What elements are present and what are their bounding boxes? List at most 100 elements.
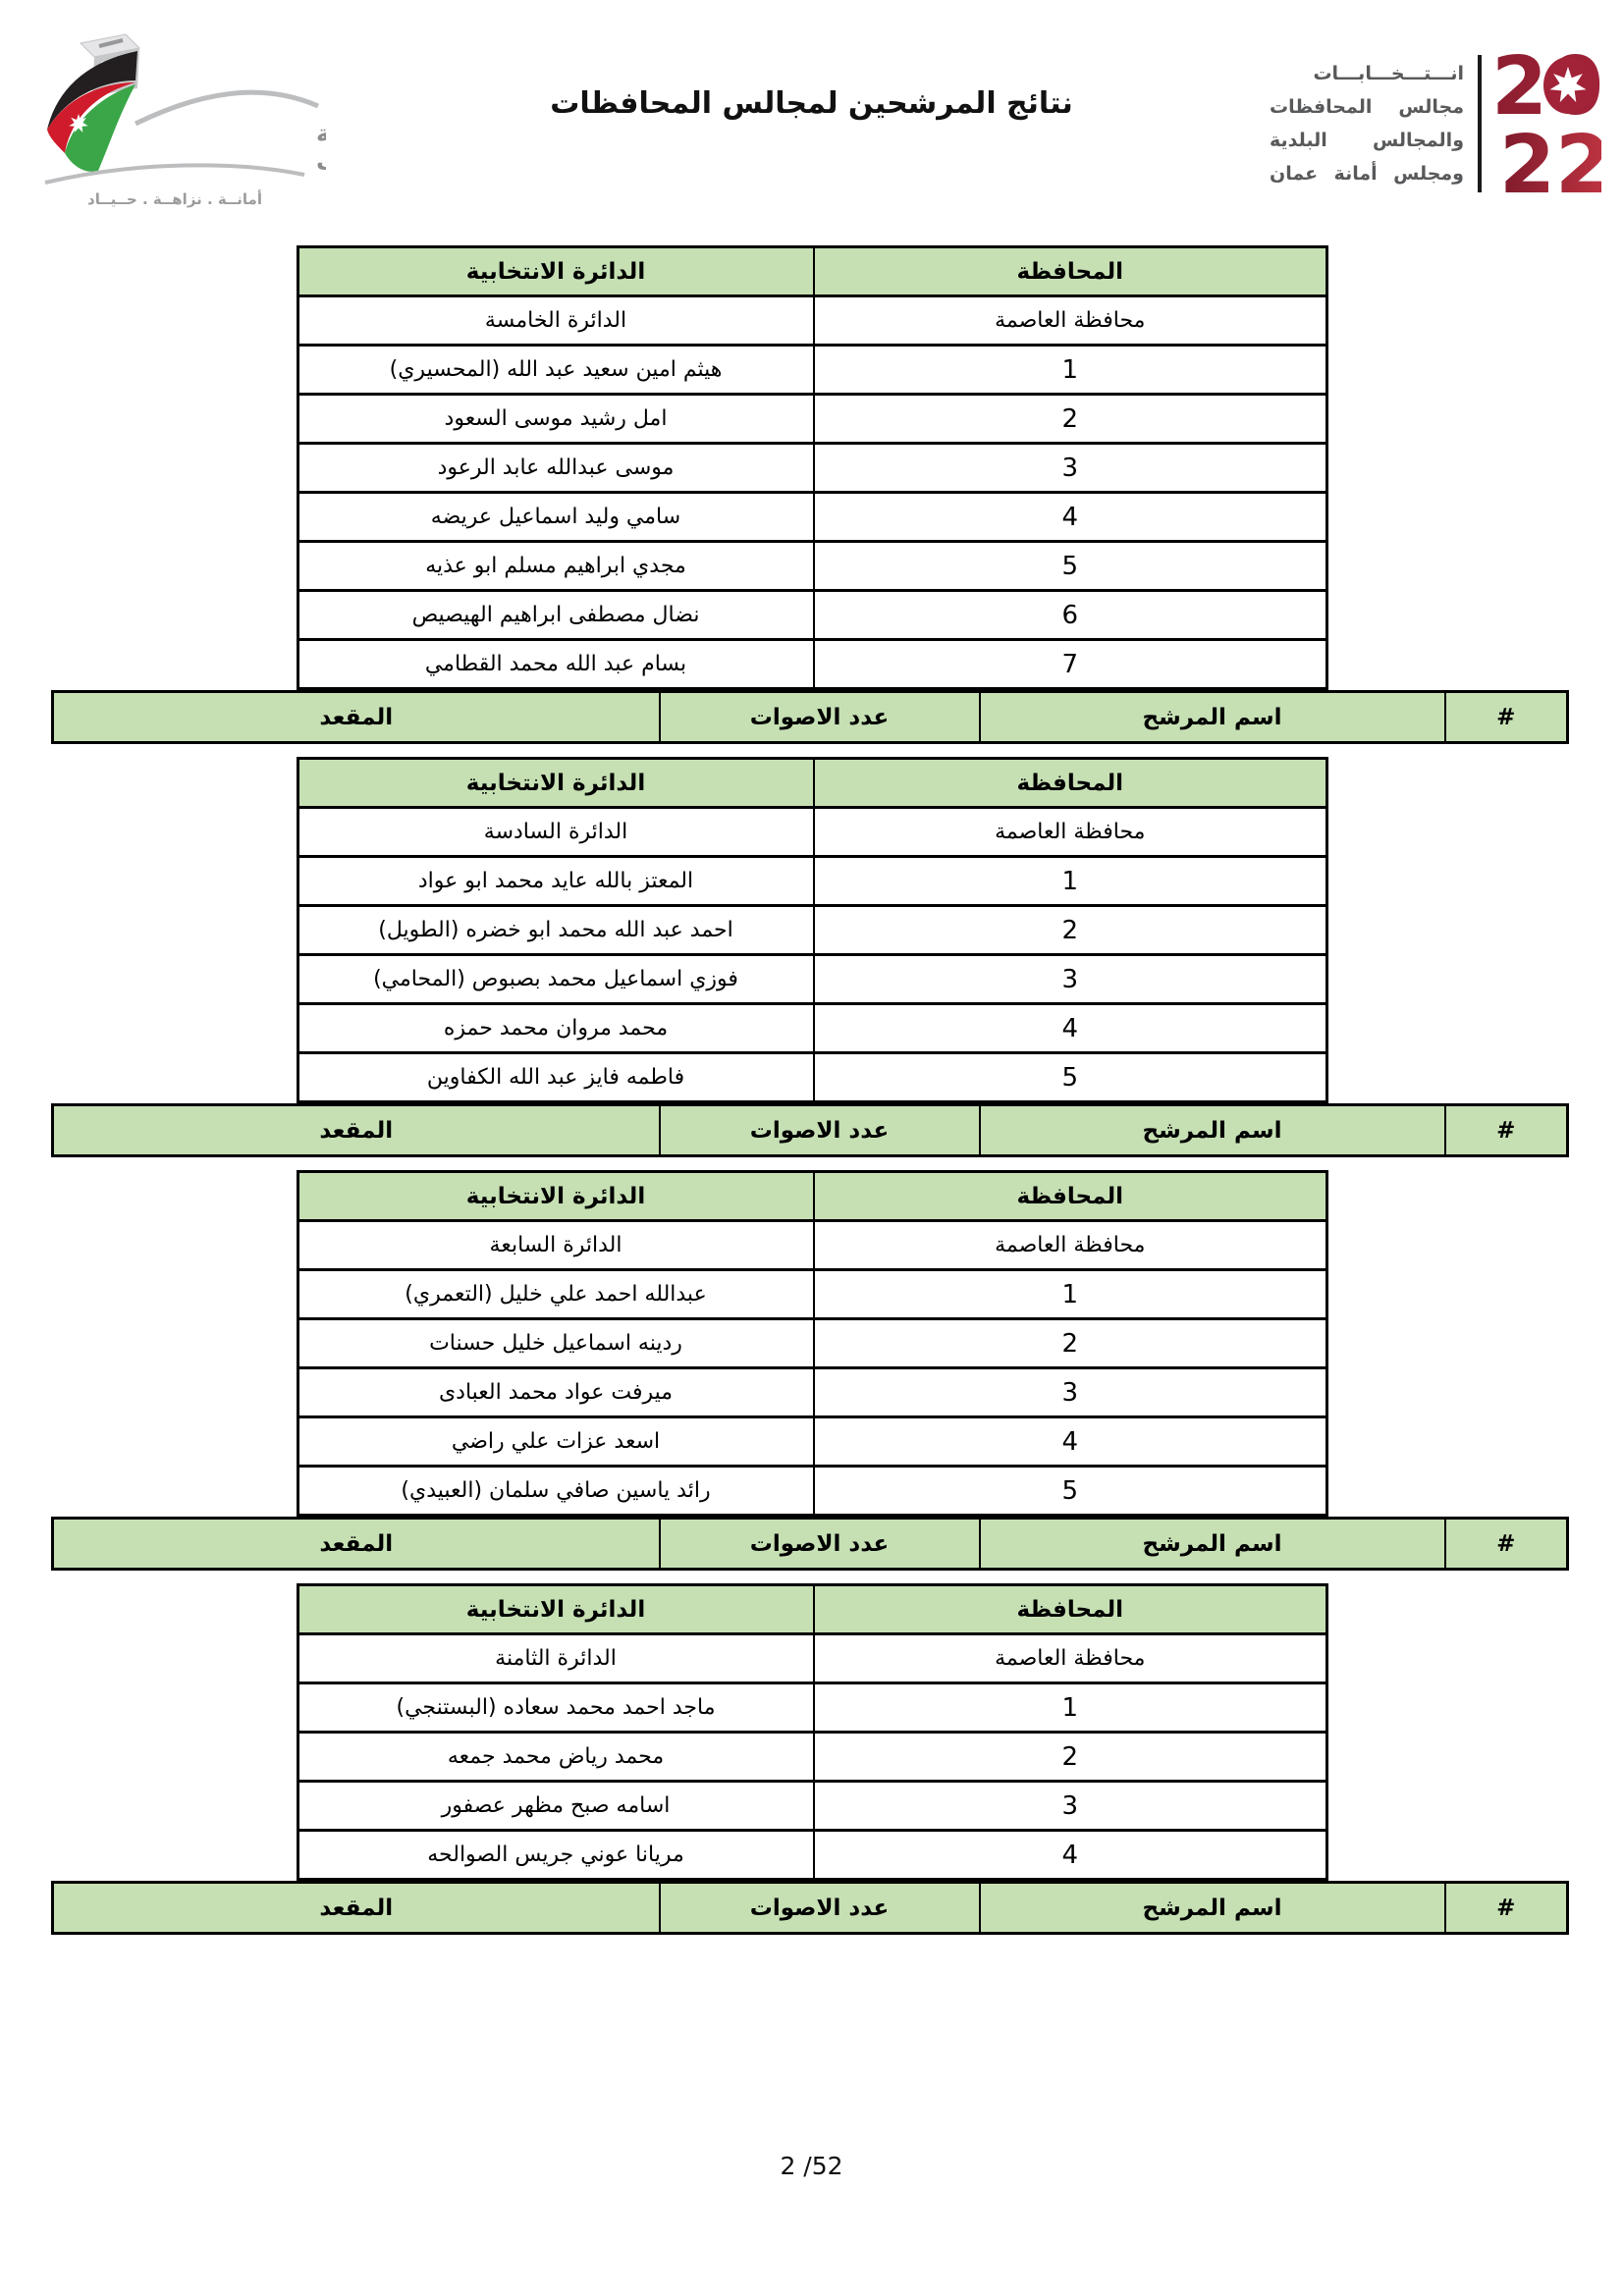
rank-cell: 2 (812, 1317, 1328, 1369)
table-row: 3 ميرفت عواد محمد العبادى 1707 كوتا مجلس… (297, 1366, 1328, 1418)
district-value-cell: الدائرة الثامنة (297, 1632, 815, 1684)
year-2022-mark: 20 22 (1491, 47, 1601, 200)
page-number: 2 /52 (780, 2152, 843, 2180)
candidate-name-cell: رائد ياسين صافي سلمان (العبيدي) (297, 1465, 815, 1517)
district-results-block: المحافظة الدائرة الانتخابية محافظة العاص… (51, 1583, 1569, 1935)
rank-cell: 3 (812, 953, 1328, 1005)
elections-logo-line: انـــتـــخـــابـــات (1313, 63, 1464, 84)
rank-cell: 3 (812, 442, 1328, 494)
district-meta-table: المحافظة الدائرة الانتخابية محافظة العاص… (297, 245, 1328, 690)
district-header-cell: الدائرة الانتخابية (297, 757, 815, 809)
flag-swoosh-icon (47, 51, 137, 172)
governorate-value-cell: محافظة العاصمة (812, 1632, 1328, 1684)
gray-arc-bottom (44, 163, 305, 185)
candidate-header-cell: اسم المرشح (978, 1103, 1446, 1157)
candidates-table: # اسم المرشح عدد الاصوات المقعد (51, 1517, 1569, 1571)
rank-cell: 3 (812, 1780, 1328, 1832)
district-results-block: المحافظة الدائرة الانتخابية محافظة العاص… (51, 245, 1569, 744)
votes-header-cell: عدد الاصوات (658, 1881, 981, 1935)
rank-header-cell: # (1443, 1881, 1569, 1935)
rank-header-cell: # (1443, 690, 1569, 744)
table-row: 1 المعتز بالله عايد محمد ابو عواد 1755 م… (297, 855, 1328, 907)
table-row: 3 موسى عبدالله عابد الرعود 2948 (297, 442, 1328, 494)
district-value-cell: الدائرة الخامسة (297, 294, 815, 347)
district-value-cell: الدائرة السادسة (297, 806, 815, 858)
candidate-name-cell: بسام عبد الله محمد القطامي (297, 638, 815, 690)
gray-arc-top (134, 89, 319, 127)
seat-header-cell: المقعد (51, 1517, 661, 1571)
table-row: 1 هيثم امين سعيد عبد الله (المحسيري) 361… (297, 344, 1328, 396)
rank-cell: 1 (812, 1268, 1328, 1320)
table-row: 1 عبدالله احمد علي خليل (التعمري) 3367 م… (297, 1268, 1328, 1320)
candidate-name-cell: احمد عبد الله محمد ابو خضره (الطويل) (297, 904, 815, 956)
year-bottom: 22 (1499, 119, 1601, 200)
candidate-name-cell: المعتز بالله عايد محمد ابو عواد (297, 855, 815, 907)
page-header: الهيئة المستقلة للانتخاب أمانــة . نزاهـ… (0, 0, 1623, 245)
governorate-header-cell: المحافظة (812, 1170, 1328, 1222)
table-row: 1 ماجد احمد محمد سعاده (البستنجي) 1827 م… (297, 1682, 1328, 1734)
rank-cell: 5 (812, 540, 1328, 592)
iec-name-line2: للانتخاب (316, 148, 326, 176)
elections-logo-text: انـــتـــخـــابـــات مجالس المحافظات وال… (1270, 57, 1464, 190)
district-results-block: المحافظة الدائرة الانتخابية محافظة العاص… (51, 1170, 1569, 1571)
rank-cell: 4 (812, 1415, 1328, 1468)
elections-logo-line: ومجلس أمانة عمان (1270, 163, 1464, 185)
table-row: 4 محمد مروان محمد حمزه 925 (297, 1002, 1328, 1054)
table-row: 3 فوزي اسماعيل محمد بصبوص (المحامي) 1123 (297, 953, 1328, 1005)
iec-tagline: أمانــة . نزاهــة . حــيــاد (87, 189, 262, 208)
table-row: 2 محمد رياض محمد جمعه 1454 (297, 1731, 1328, 1783)
seat-header-cell: المقعد (51, 1103, 661, 1157)
iec-logo: الهيئة المستقلة للانتخاب أمانــة . نزاهـ… (44, 33, 326, 208)
candidates-table: # اسم المرشح عدد الاصوات المقعد (51, 1881, 1569, 1935)
table-row: 4 سامي وليد اسماعيل عريضه 1381 (297, 491, 1328, 543)
iec-name-line1: الهيئة المستقلة (316, 120, 326, 147)
table-row: 4 مريانا عوني جريس الصوالحه 440 (297, 1829, 1328, 1881)
table-row: 5 مجدي ابراهيم مسلم ابو عذيه 986 (297, 540, 1328, 592)
table-row: 5 فاطمه فايز عبد الله الكفاوين 378 (297, 1051, 1328, 1103)
rank-cell: 6 (812, 589, 1328, 641)
candidate-header-cell: اسم المرشح (978, 1881, 1446, 1935)
votes-header-cell: عدد الاصوات (658, 690, 981, 744)
elections-2022-logo: انـــتـــخـــابـــات مجالس المحافظات وال… (1270, 39, 1601, 208)
candidate-name-cell: اسامه صبح مظهر عصفور (297, 1780, 815, 1832)
table-row: 6 نضال مصطفى ابراهيم الهيصيص 858 (297, 589, 1328, 641)
star-icon (69, 114, 88, 133)
rank-cell: 1 (812, 855, 1328, 907)
candidate-name-cell: عبدالله احمد علي خليل (التعمري) (297, 1268, 815, 1320)
candidate-name-cell: امل رشيد موسى السعود (297, 393, 815, 445)
district-meta-table: المحافظة الدائرة الانتخابية محافظة العاص… (297, 1583, 1328, 1881)
rank-cell: 4 (812, 1002, 1328, 1054)
candidate-name-cell: فوزي اسماعيل محمد بصبوص (المحامي) (297, 953, 815, 1005)
table-row: 4 اسعد عزات علي راضي 1646 (297, 1415, 1328, 1468)
seat-header-cell: المقعد (51, 1881, 661, 1935)
rank-cell: 5 (812, 1051, 1328, 1103)
vertical-divider (1478, 55, 1482, 192)
district-meta-table: المحافظة الدائرة الانتخابية محافظة العاص… (297, 757, 1328, 1103)
rank-header-cell: # (1443, 1103, 1569, 1157)
candidates-table: # اسم المرشح عدد الاصوات المقعد (51, 690, 1569, 744)
elections-logo-line: والمجالس البلدية (1270, 130, 1464, 151)
district-header-cell: الدائرة الانتخابية (297, 1170, 815, 1222)
candidate-name-cell: مريانا عوني جريس الصوالحه (297, 1829, 815, 1881)
candidate-name-cell: محمد مروان محمد حمزه (297, 1002, 815, 1054)
governorate-header-cell: المحافظة (812, 757, 1328, 809)
candidate-name-cell: ماجد احمد محمد سعاده (البستنجي) (297, 1682, 815, 1734)
candidate-name-cell: اسعد عزات علي راضي (297, 1415, 815, 1468)
table-row: 2 امل رشيد موسى السعود 3076 كوتا مجلس مح… (297, 393, 1328, 445)
governorate-header-cell: المحافظة (812, 1583, 1328, 1635)
candidate-name-cell: هيثم امين سعيد عبد الله (المحسيري) (297, 344, 815, 396)
results-tables: المحافظة الدائرة الانتخابية محافظة العاص… (0, 245, 1623, 1935)
rank-cell: 1 (812, 344, 1328, 396)
candidates-table: # اسم المرشح عدد الاصوات المقعد (51, 1103, 1569, 1157)
table-row: 5 رائد ياسين صافي سلمان (العبيدي) 910 (297, 1465, 1328, 1517)
rank-header-cell: # (1443, 1517, 1569, 1571)
governorate-value-cell: محافظة العاصمة (812, 806, 1328, 858)
candidate-name-cell: مجدي ابراهيم مسلم ابو عذيه (297, 540, 815, 592)
page-footer: 2 /52 (0, 2152, 1623, 2180)
table-row: 2 ردينه اسماعيل خليل حسنات 1872 كوتا مجل… (297, 1317, 1328, 1369)
district-header-cell: الدائرة الانتخابية (297, 1583, 815, 1635)
candidate-header-cell: اسم المرشح (978, 1517, 1446, 1571)
rank-cell: 2 (812, 1731, 1328, 1783)
table-row: 3 اسامه صبح مظهر عصفور 1326 (297, 1780, 1328, 1832)
